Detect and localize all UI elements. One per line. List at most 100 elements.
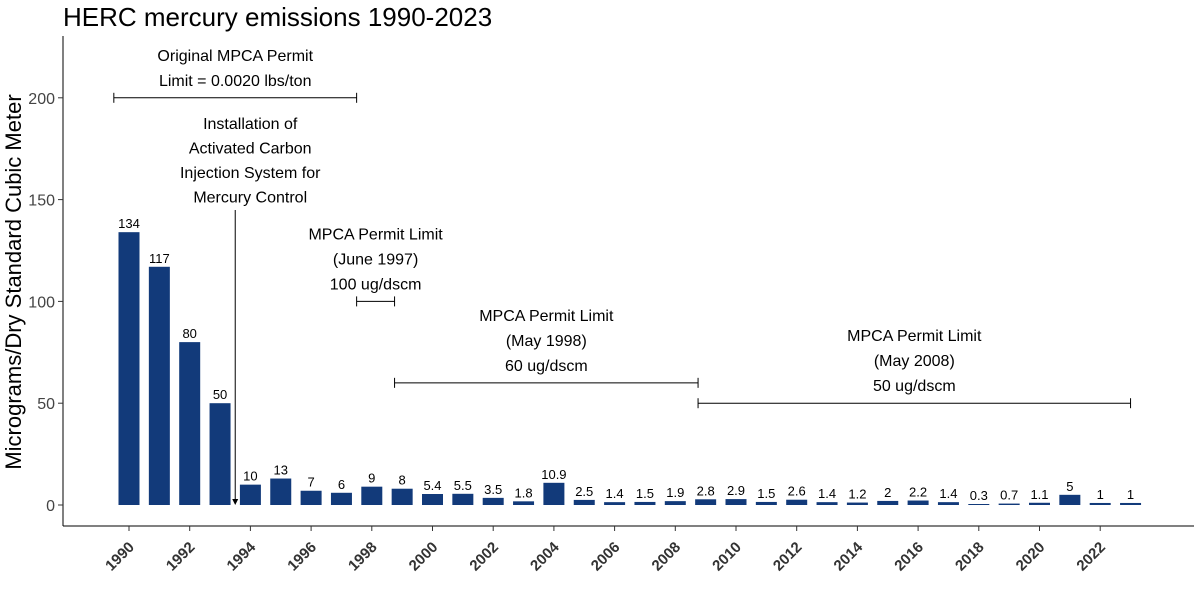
- permit-limit-2008-text: (May 2008): [874, 353, 955, 370]
- bar-1996: [300, 490, 322, 505]
- x-tick-label: 1996: [284, 539, 320, 575]
- y-tick-label: 200: [28, 91, 55, 108]
- bar-2018: [968, 504, 990, 505]
- x-tick-label: 2000: [406, 539, 442, 575]
- bar-2017: [937, 502, 959, 505]
- bar-2002: [482, 497, 504, 505]
- bar-value-label-1997: 6: [338, 477, 345, 492]
- x-tick-label: 2020: [1013, 539, 1049, 575]
- bar-2001: [452, 493, 474, 505]
- bar-2013: [816, 502, 838, 505]
- permit-limit-1997-text: (June 1997): [333, 251, 418, 268]
- x-tick-label: 1998: [345, 539, 381, 575]
- bar-value-label-2010: 2.9: [727, 483, 745, 498]
- bar-2022: [1089, 502, 1111, 505]
- bar-2007: [634, 501, 656, 505]
- bar-2023: [1120, 502, 1142, 505]
- bar-1999: [391, 488, 413, 505]
- bar-value-label-2017: 1.4: [939, 486, 957, 501]
- bar-2012: [786, 499, 808, 505]
- bar-2011: [755, 501, 777, 505]
- bar-value-label-1993: 50: [213, 387, 227, 402]
- carbon-injection-text: Mercury Control: [193, 190, 307, 207]
- permit-limit-1997-text: MPCA Permit Limit: [308, 226, 443, 243]
- bar-value-label-1996: 7: [307, 475, 314, 490]
- bar-value-label-2001: 5.5: [454, 478, 472, 493]
- bar-value-label-2023: 1: [1127, 487, 1134, 502]
- bar-2003: [513, 501, 535, 505]
- x-tick-label: 2002: [466, 539, 502, 575]
- y-axis-ticks: 0 50 100 150 200: [28, 91, 63, 515]
- bar-value-label-2021: 5: [1066, 479, 1073, 494]
- bar-1993: [209, 403, 231, 505]
- original-permit-limit-text: Limit = 0.0020 lbs/ton: [159, 73, 312, 90]
- bar-value-label-1990: 134: [118, 216, 140, 231]
- bar-value-label-2008: 1.9: [666, 485, 684, 500]
- x-tick-label: 1990: [102, 539, 138, 575]
- x-tick-label: 2006: [588, 539, 624, 575]
- x-axis-ticks: 1990 1992 1994 1996 1998 2000 2002 2004 2006 2008…: [102, 526, 1109, 574]
- permit-limit-1998: MPCA Permit Limit (May 1998) 60 ug/dscm: [394, 308, 699, 388]
- bar-2020: [1029, 502, 1050, 505]
- bar-value-label-2019: 0.7: [1000, 488, 1018, 503]
- x-tick-label: 2010: [709, 539, 745, 575]
- bar-1991: [148, 266, 170, 505]
- bar-value-label-2009: 2.8: [697, 483, 715, 498]
- permit-limit-2008-text: MPCA Permit Limit: [847, 328, 982, 345]
- x-tick-label: 2004: [527, 538, 563, 574]
- permit-limit-1997-text: 100 ug/dscm: [330, 276, 422, 293]
- bar-value-labels: 134 117 80 50 10 13 7 6 9 8 5.4 5.5 3.5 1.8 10.9 2.5 1.4…: [118, 216, 1134, 503]
- carbon-injection-text: Activated Carbon: [189, 141, 312, 158]
- bar-value-label-2020: 1.1: [1030, 487, 1048, 502]
- bar-value-label-2007: 1.5: [636, 486, 654, 501]
- bar-value-label-1994: 10: [243, 469, 257, 484]
- bar-2005: [573, 499, 595, 505]
- y-axis-label: Micrograms/Dry Standard Cubic Meter: [1, 94, 26, 469]
- original-permit-limit-text: Original MPCA Permit: [157, 48, 313, 65]
- bar-value-label-2000: 5.4: [423, 478, 441, 493]
- bar-value-label-2002: 3.5: [484, 482, 502, 497]
- permit-limit-1997: MPCA Permit Limit (June 1997) 100 ug/dscm: [308, 226, 443, 307]
- bar-2009: [695, 499, 717, 505]
- bar-2006: [604, 502, 626, 505]
- bar-value-label-2012: 2.6: [788, 484, 806, 499]
- bar-2019: [998, 503, 1020, 505]
- permit-limit-1998-text: 60 ug/dscm: [505, 358, 588, 375]
- bar-value-label-2015: 2: [884, 485, 891, 500]
- bar-1995: [270, 478, 292, 505]
- x-tick-label: 1992: [163, 539, 199, 575]
- permit-limit-annotations: Original MPCA Permit Limit = 0.0020 lbs/t…: [113, 48, 1132, 409]
- permit-limit-2008: MPCA Permit Limit (May 2008) 50 ug/dscm: [697, 328, 1132, 409]
- y-tick-label: 150: [28, 193, 55, 210]
- bar-value-label-2016: 2.2: [909, 485, 927, 500]
- bar-1998: [361, 486, 383, 505]
- bar-2010: [725, 499, 747, 505]
- bar-value-label-1999: 8: [399, 473, 406, 488]
- y-tick-label: 0: [46, 498, 55, 515]
- original-permit-limit: Original MPCA Permit Limit = 0.0020 lbs/t…: [113, 48, 358, 103]
- x-tick-label: 2018: [952, 539, 988, 575]
- carbon-injection-text: Injection System for: [180, 165, 321, 182]
- bar-2004: [543, 482, 565, 505]
- carbon-injection-text: Installation of: [203, 116, 298, 133]
- bar-2000: [422, 494, 443, 505]
- permit-limit-1998-text: MPCA Permit Limit: [479, 308, 614, 325]
- x-tick-label: 2016: [891, 539, 927, 575]
- x-tick-label: 1994: [224, 538, 260, 574]
- permit-limit-2008-text: 50 ug/dscm: [873, 378, 956, 395]
- bar-value-label-2014: 1.2: [848, 487, 866, 502]
- chart-title: HERC mercury emissions 1990-2023: [63, 2, 492, 32]
- y-tick-label: 50: [37, 396, 55, 413]
- bar-2014: [846, 502, 868, 505]
- x-tick-label: 2014: [831, 538, 867, 574]
- bar-2015: [877, 500, 899, 505]
- bar-value-label-2022: 1: [1097, 487, 1104, 502]
- bar-value-label-1998: 9: [368, 471, 375, 486]
- x-tick-label: 2008: [649, 539, 685, 575]
- x-tick-label: 2012: [770, 539, 806, 575]
- bar-1994: [239, 484, 261, 505]
- permit-limit-1998-text: (May 1998): [506, 333, 587, 350]
- bar-value-label-2006: 1.4: [606, 486, 624, 501]
- bar-value-label-2011: 1.5: [757, 486, 775, 501]
